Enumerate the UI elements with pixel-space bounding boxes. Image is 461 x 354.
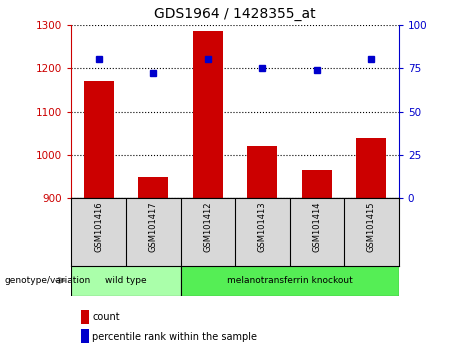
Bar [181,266,399,296]
Text: GSM101412: GSM101412 [203,202,213,252]
Bar [248,146,278,198]
Text: wild type: wild type [105,276,147,285]
Text: count: count [92,312,120,322]
Bar [302,170,332,198]
Text: GSM101414: GSM101414 [313,202,321,252]
Text: GSM101415: GSM101415 [367,202,376,252]
Text: GSM101413: GSM101413 [258,202,267,252]
Bar [84,81,114,198]
Text: GSM101416: GSM101416 [94,202,103,252]
Bar [138,177,168,198]
Title: GDS1964 / 1428355_at: GDS1964 / 1428355_at [154,7,316,21]
Text: melanotransferrin knockout: melanotransferrin knockout [227,276,353,285]
Text: GSM101417: GSM101417 [149,202,158,252]
Text: genotype/variation: genotype/variation [5,276,91,285]
Bar [193,31,223,198]
Bar [71,266,181,296]
Text: percentile rank within the sample: percentile rank within the sample [92,332,257,342]
Bar [356,137,386,198]
